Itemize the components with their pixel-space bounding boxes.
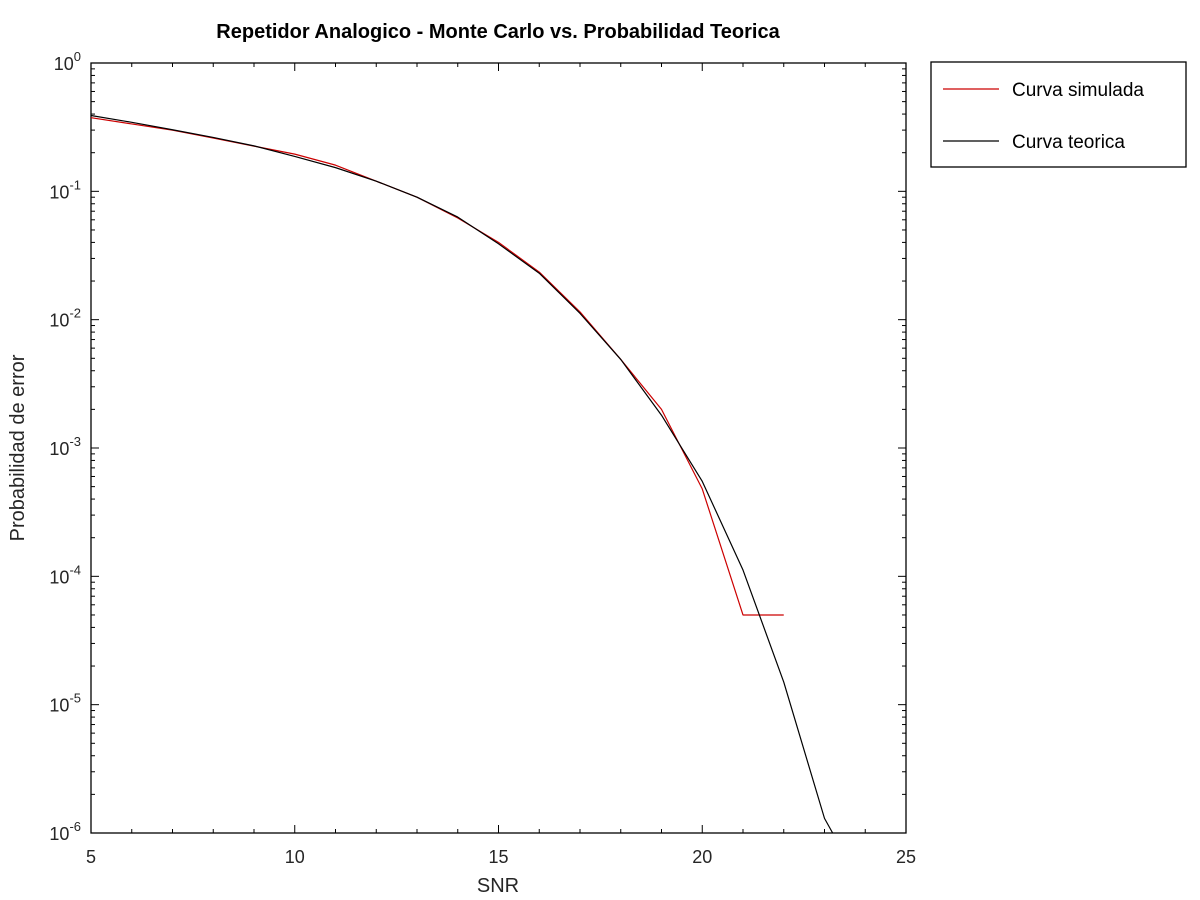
- y-tick-label: 10-1: [49, 177, 81, 202]
- y-tick-label: 10-3: [49, 434, 81, 459]
- legend-label-teorica: Curva teorica: [1012, 132, 1125, 153]
- y-tick-label: 10-5: [49, 691, 81, 716]
- plot-area: [90, 62, 907, 834]
- y-tick-label: 10-6: [49, 819, 81, 844]
- x-tick-label: 20: [692, 847, 712, 867]
- y-tick-label: 100: [54, 49, 81, 74]
- y-axis: 10-6 10-5 10-4 10-3 10-2 10-1 100: [49, 49, 906, 844]
- x-axis-label: SNR: [477, 875, 519, 897]
- y-tick-label: 10-2: [49, 306, 81, 331]
- series-line-simulada: [90, 117, 784, 616]
- x-tick-label: 5: [86, 847, 96, 867]
- y-axis-label: Probabilidad de error: [7, 354, 29, 541]
- legend-label-simulada: Curva simulada: [1012, 80, 1144, 101]
- x-axis: 5 10 15 20 25: [86, 63, 916, 867]
- series-layer: [90, 114, 834, 834]
- y-tick-label: 10-4: [49, 562, 81, 587]
- series-line-teorica: [90, 114, 834, 834]
- x-tick-label: 25: [896, 847, 916, 867]
- x-tick-label: 10: [285, 847, 305, 867]
- legend-box: [930, 61, 1187, 168]
- chart-title: Repetidor Analogico - Monte Carlo vs. Pr…: [216, 21, 780, 43]
- x-tick-label: 15: [488, 847, 508, 867]
- legend: Curva simulada Curva teorica: [930, 61, 1187, 168]
